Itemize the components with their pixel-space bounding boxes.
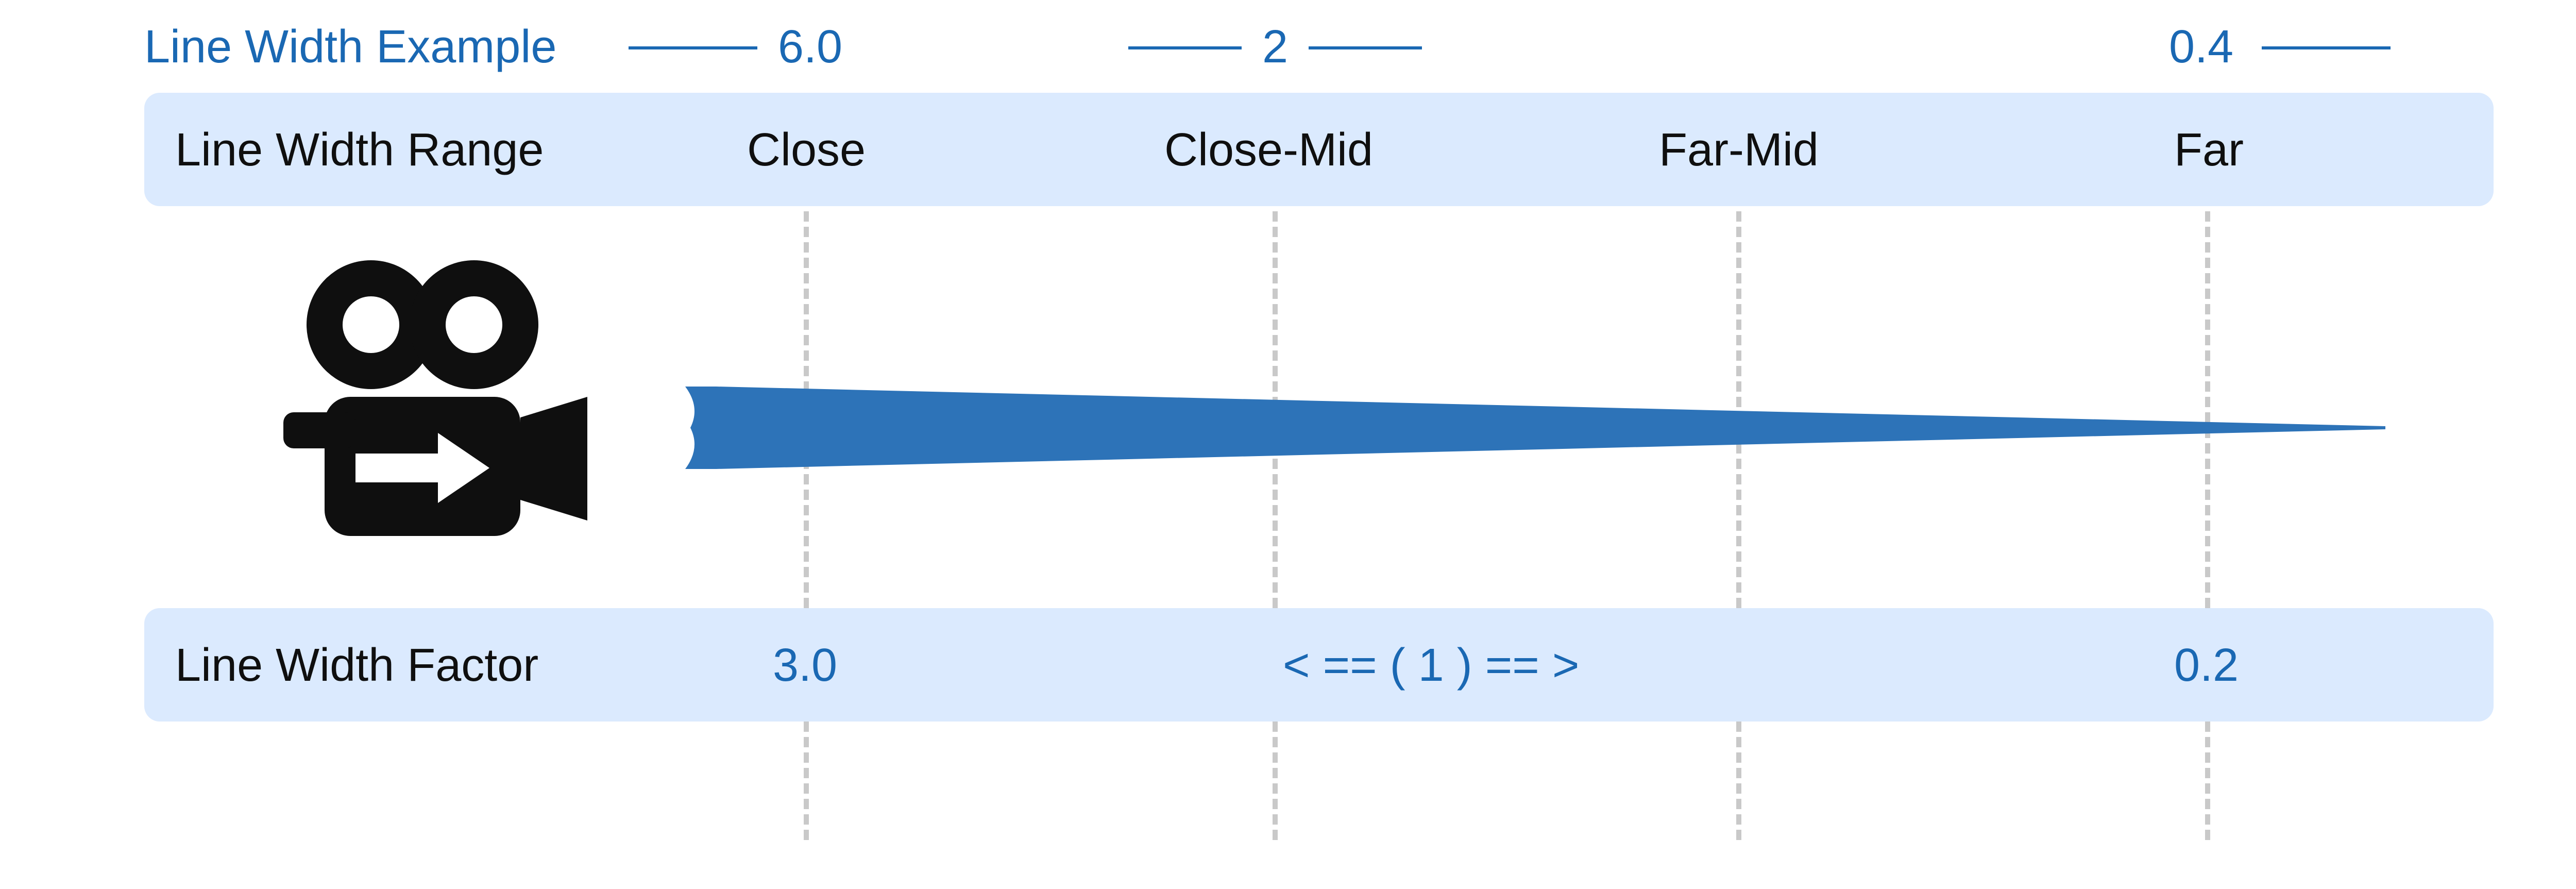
range-label-1: Close-Mid <box>1164 124 1373 177</box>
range-band: Line Width Range Close Close-Mid Far-Mid… <box>144 93 2494 206</box>
example-rule-3 <box>2262 46 2391 49</box>
range-label-3: Far <box>2174 124 2244 177</box>
example-value-2: 0.4 <box>2169 21 2233 74</box>
factor-mid-label: < == ( 1 ) == > <box>1283 639 1579 692</box>
range-label-0: Close <box>747 124 866 177</box>
visualization-area <box>144 227 2494 588</box>
camera-icon <box>247 258 608 567</box>
factor-right-value: 0.2 <box>2174 639 2239 692</box>
example-value-1: 2 <box>1262 21 1288 74</box>
factor-title: Line Width Factor <box>175 639 538 692</box>
width-wedge <box>685 371 2385 484</box>
example-row: Line Width Example 6.0 2 0.4 <box>144 21 2494 77</box>
example-value-0: 6.0 <box>778 21 842 74</box>
example-rule-2b <box>1309 46 1422 49</box>
range-title: Line Width Range <box>175 124 544 177</box>
factor-left-value: 3.0 <box>773 639 837 692</box>
factor-band: Line Width Factor 3.0 < == ( 1 ) == > 0.… <box>144 608 2494 722</box>
example-rule-1 <box>629 46 757 49</box>
diagram-container: Line Width Example 6.0 2 0.4 Line Width … <box>144 21 2494 722</box>
example-rule-2a <box>1128 46 1242 49</box>
example-title: Line Width Example <box>144 21 556 74</box>
range-label-2: Far-Mid <box>1659 124 1819 177</box>
